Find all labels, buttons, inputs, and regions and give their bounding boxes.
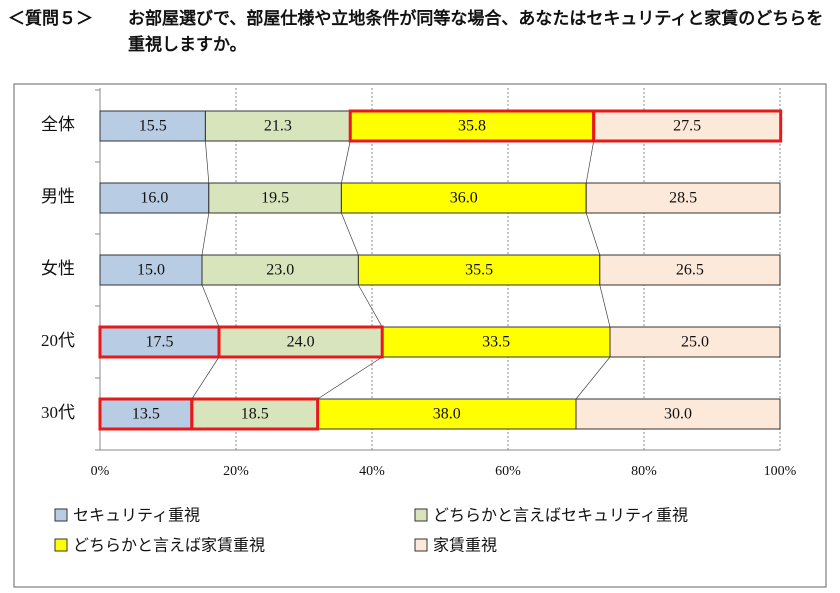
data-label: 28.5 — [669, 190, 697, 207]
legend-swatch — [414, 508, 428, 522]
bar-segment — [349, 110, 595, 142]
data-label: 33.5 — [482, 334, 510, 351]
data-label: 35.8 — [458, 118, 486, 135]
data-label: 27.5 — [673, 118, 701, 135]
data-label: 35.5 — [465, 262, 493, 279]
highlight-box — [190, 397, 320, 431]
x-tick-label: 100% — [764, 464, 797, 479]
x-tick-label: 0% — [91, 464, 110, 479]
x-tick-label: 20% — [223, 464, 249, 479]
bar-segment — [218, 326, 383, 358]
series-line — [341, 212, 359, 256]
legend-swatch — [54, 538, 68, 552]
chart-frame — [13, 83, 827, 588]
highlight-box — [217, 325, 384, 359]
data-label: 17.5 — [146, 334, 174, 351]
legend-label: どちらかと言えば家賃重視 — [73, 536, 265, 555]
series-line — [585, 140, 595, 184]
bar-segment — [208, 182, 342, 214]
legend-label: どちらかと言えばセキュリティ重視 — [433, 506, 688, 525]
bar-segment — [201, 254, 359, 286]
legend-swatch — [54, 508, 68, 522]
legend-label: 家賃重視 — [433, 536, 497, 555]
question-label: ＜質問５＞ — [8, 9, 93, 29]
y-tick-label: 男性 — [41, 187, 75, 206]
data-label: 36.0 — [450, 190, 478, 207]
header: ＜質問５＞ お部屋選びで、部屋仕様や立地条件が同等な場合、あなたはセキュリティと… — [8, 6, 834, 58]
bar-segment — [340, 182, 587, 214]
data-label: 25.0 — [681, 334, 709, 351]
y-tick-label: 全体 — [41, 115, 75, 134]
data-label: 15.0 — [137, 262, 165, 279]
data-label: 38.0 — [433, 406, 461, 423]
data-label: 18.5 — [241, 406, 269, 423]
series-line — [191, 356, 220, 400]
bar-segment — [191, 398, 319, 430]
x-tick-label: 40% — [359, 464, 385, 479]
bar-segment — [609, 326, 781, 358]
bar-segment — [99, 182, 210, 214]
data-label: 26.5 — [676, 262, 704, 279]
bar-segment — [599, 254, 781, 286]
series-line — [317, 356, 383, 400]
chart-title: お部屋選びで、部屋仕様や立地条件が同等な場合、あなたはセキュリティと家賃のどちら… — [128, 9, 824, 55]
series-line — [201, 212, 210, 256]
series-line — [575, 356, 611, 400]
bar-segment — [204, 110, 351, 142]
series-line — [201, 284, 220, 328]
series-line — [205, 140, 210, 184]
legend-swatch — [414, 538, 428, 552]
data-label: 24.0 — [287, 334, 315, 351]
bar-segment — [585, 182, 781, 214]
data-label: 23.0 — [266, 262, 294, 279]
data-label: 13.5 — [132, 406, 160, 423]
series-line — [341, 140, 351, 184]
highlight-box — [592, 109, 783, 143]
y-tick-label: 30代 — [41, 403, 75, 422]
data-label: 15.5 — [139, 118, 167, 135]
x-tick-label: 60% — [495, 464, 521, 479]
y-tick-label: 女性 — [41, 259, 75, 278]
data-label: 30.0 — [664, 406, 692, 423]
x-tick-label: 80% — [631, 464, 657, 479]
legend-label: セキュリティ重視 — [73, 506, 200, 525]
data-label: 21.3 — [264, 118, 292, 135]
data-label: 19.5 — [261, 190, 289, 207]
series-line — [585, 212, 601, 256]
bar-segment — [575, 398, 781, 430]
data-label: 16.0 — [140, 190, 168, 207]
y-tick-label: 20代 — [41, 331, 75, 350]
series-line — [599, 284, 611, 328]
series-line — [358, 284, 383, 328]
bar-segment — [357, 254, 601, 286]
